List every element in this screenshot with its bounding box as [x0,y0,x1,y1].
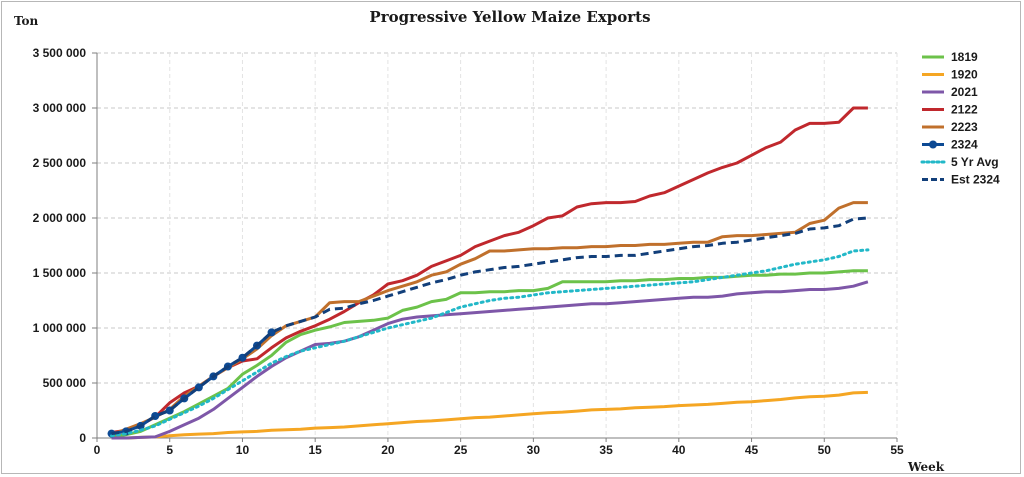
series-line-5-yr-avg [110,248,870,438]
series-line-2021 [111,280,869,440]
x-tick-label: 20 [381,443,395,457]
legend-label-1819: 1819 [951,50,978,64]
x-tick-label: 30 [527,443,541,457]
x-tick-label: 10 [236,443,250,457]
x-tick-label: 0 [94,443,101,457]
axes [92,52,898,442]
y-tick-label: 1 500 000 [33,266,87,280]
legend-label-2021: 2021 [951,85,978,99]
y-tick-label: 500 000 [43,376,87,390]
x-tick-label: 45 [745,443,759,457]
y-tick-label: 2 500 000 [33,156,87,170]
legend-marker-2324 [929,140,937,149]
x-tick-labels: 0 5 10 15 20 25 30 35 40 45 50 55 [94,443,904,457]
x-tick-label: 5 [166,443,173,457]
chart-title: Progressive Yellow Maize Exports [369,8,650,26]
series-line-1920 [111,390,868,440]
legend: 1819 1920 2021 2122 2223 2324 5 Yr Avg Est 2324 [920,50,1000,187]
y-tick-label: 3 500 000 [33,46,87,60]
y-tick-label: 0 [79,431,86,445]
y-tick-label: 2 000 000 [33,211,87,225]
x-tick-label: 40 [672,443,686,457]
series-lines [107,106,870,440]
legend-label-1920: 1920 [951,68,978,82]
x-tick-label: 15 [309,443,323,457]
legend-label-est-2324: Est 2324 [951,173,1000,187]
x-axis-label: Week [907,460,945,474]
y-tick-label: 1 000 000 [33,321,87,335]
y-axis-label: Ton [14,14,39,28]
series-line-est-2324 [111,216,869,436]
legend-label-2223: 2223 [951,120,978,134]
x-tick-label: 25 [454,443,468,457]
y-tick-labels: 0 500 000 1 000 000 1 500 000 2 000 000 2 500… [33,46,87,445]
grid [97,52,898,438]
legend-label-2324: 2324 [951,138,978,152]
x-tick-label: 35 [599,443,613,457]
legend-label-5-yr-avg: 5 Yr Avg [951,155,999,169]
y-tick-label: 3 000 000 [33,101,87,115]
series-line-1819 [111,269,868,439]
legend-label-2122: 2122 [951,103,978,117]
x-tick-label: 50 [818,443,832,457]
x-tick-label: 55 [890,443,904,457]
